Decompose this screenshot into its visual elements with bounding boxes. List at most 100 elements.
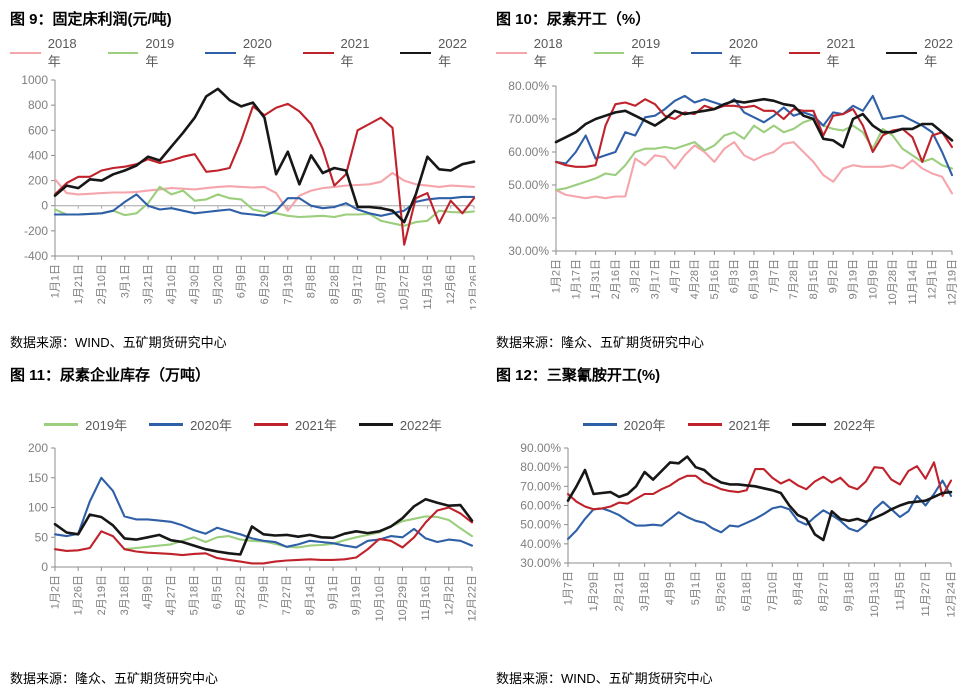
svg-text:80.00%: 80.00% (520, 460, 561, 474)
svg-text:4月27日: 4月27日 (165, 575, 177, 615)
svg-text:5月1日: 5月1日 (690, 571, 702, 605)
svg-text:5月26日: 5月26日 (716, 571, 728, 611)
legend-item: 2021年 (687, 415, 771, 434)
svg-text:12月22日: 12月22日 (467, 575, 477, 621)
svg-text:11月5日: 11月5日 (894, 571, 906, 611)
svg-text:9月19日: 9月19日 (351, 575, 363, 615)
svg-text:10月10日: 10月10日 (374, 575, 386, 621)
legend-line-swatch (593, 51, 625, 55)
legend-label: 2022年 (833, 418, 876, 433)
legend-item: 2022年 (358, 415, 442, 434)
legend-item: 2020年 (149, 415, 232, 434)
svg-text:3月2日: 3月2日 (630, 259, 642, 293)
svg-text:800: 800 (28, 98, 48, 112)
svg-text:6月5日: 6月5日 (212, 575, 224, 609)
svg-text:8月4日: 8月4日 (792, 571, 804, 605)
svg-text:9月2日: 9月2日 (828, 259, 840, 293)
svg-text:50: 50 (35, 530, 49, 544)
legend-label: 2019年 (145, 36, 175, 69)
legend-line-swatch (107, 51, 139, 55)
legend-label: 2020年 (190, 418, 232, 433)
line-chart-svg: 0 50 100 150 200 1月2日 1月26日 2月19日 3月18日 4月9日 4月27日… (28, 441, 477, 621)
svg-text:6月29日: 6月29日 (259, 264, 271, 304)
legend-line-swatch (149, 423, 184, 426)
svg-text:50.00%: 50.00% (520, 518, 561, 532)
svg-text:9月17日: 9月17日 (352, 264, 364, 304)
svg-text:4月30日: 4月30日 (189, 264, 201, 304)
svg-text:1月2日: 1月2日 (551, 259, 563, 293)
legend-line-swatch (400, 51, 432, 55)
svg-text:8月8日: 8月8日 (306, 264, 318, 298)
legend-line-swatch (205, 51, 236, 55)
svg-text:11月27日: 11月27日 (920, 571, 932, 617)
svg-text:1月1日: 1月1日 (50, 264, 62, 298)
legend-line-swatch (10, 51, 41, 55)
legend-label: 2020年 (623, 418, 666, 433)
svg-text:10月27日: 10月27日 (399, 264, 411, 310)
legend-line-swatch (496, 51, 527, 55)
data-source-note: 数据来源：隆众、五矿期货研究中心 (10, 671, 219, 686)
svg-text:3月18日: 3月18日 (639, 571, 651, 611)
svg-text:12月6日: 12月6日 (445, 264, 457, 304)
svg-text:6月9日: 6月9日 (236, 264, 248, 298)
svg-text:2月19日: 2月19日 (96, 575, 108, 615)
svg-text:5月16日: 5月16日 (709, 259, 721, 299)
legend-item: 2020年 (691, 36, 767, 70)
svg-text:30.00%: 30.00% (520, 556, 561, 570)
line-chart-svg: 30.00% 40.00% 50.00% 60.00% 70.00% 80.00% 90.0… (520, 441, 958, 617)
data-source-note: 数据来源：隆众、五矿期货研究中心 (496, 335, 705, 350)
legend-label: 2021年 (728, 418, 771, 433)
svg-text:2月21日: 2月21日 (614, 571, 626, 611)
svg-text:3月17日: 3月17日 (650, 259, 662, 299)
svg-text:9月1日: 9月1日 (328, 575, 340, 609)
chart-plot-area: -400 -200 0 200 400 600 800 1000 1月1日 1月21日 2月10日 3… (10, 70, 476, 332)
legend-item: 2018年 (10, 36, 86, 70)
legend-line-swatch (788, 51, 820, 55)
svg-text:3月21日: 3月21日 (143, 264, 155, 304)
svg-text:12月19日: 12月19日 (947, 259, 959, 305)
svg-text:6月18日: 6月18日 (741, 571, 753, 611)
svg-text:7月7日: 7月7日 (768, 259, 780, 293)
svg-text:400: 400 (28, 148, 48, 162)
svg-text:12月26日: 12月26日 (469, 264, 477, 310)
svg-text:1月29日: 1月29日 (588, 571, 600, 611)
svg-text:70.00%: 70.00% (520, 479, 561, 493)
svg-text:4月7日: 4月7日 (669, 259, 681, 293)
svg-text:10月7日: 10月7日 (375, 264, 387, 304)
legend-line-swatch (254, 423, 288, 426)
legend-label: 2018年 (47, 36, 77, 69)
legend-item: 2021年 (302, 36, 379, 70)
svg-text:60.00%: 60.00% (520, 499, 561, 513)
legend-item: 2020年 (582, 415, 666, 434)
svg-text:-200: -200 (24, 224, 48, 238)
chart-title: 图 10：尿素开工（%） (496, 11, 651, 28)
legend-line-swatch (792, 423, 827, 426)
legend-item: 2019年 (44, 415, 127, 434)
svg-text:12月24日: 12月24日 (946, 571, 958, 617)
legend-label: 2022年 (399, 418, 442, 433)
svg-text:3月1日: 3月1日 (119, 264, 131, 298)
legend-item: 2018年 (496, 36, 572, 70)
svg-text:4月28日: 4月28日 (689, 259, 701, 299)
svg-text:11月16日: 11月16日 (420, 575, 432, 621)
svg-text:1月7日: 1月7日 (563, 571, 575, 605)
chart-panel-fig9: 图 9：固定床利润(元/吨) 2018年 2019年 2020年 2021年 2022年… (0, 0, 486, 356)
legend-label: 2021年 (340, 36, 370, 69)
chart-title: 图 12：三聚氰胺开工(%) (496, 367, 661, 384)
legend-item: 2022年 (886, 36, 962, 70)
chart-panel-fig12: 图 12：三聚氰胺开工(%) 2020年 2021年 2022年 30.00% 40.… (486, 356, 972, 699)
svg-text:10月9日: 10月9日 (867, 259, 879, 299)
legend-line-swatch (44, 423, 79, 426)
svg-text:11月14日: 11月14日 (907, 259, 919, 305)
chart-title: 图 11：尿素企业库存（万吨） (10, 367, 211, 384)
svg-text:600: 600 (28, 123, 48, 137)
legend-label: 2020年 (242, 36, 272, 69)
legend-line-swatch (302, 51, 334, 55)
svg-text:5月20日: 5月20日 (212, 264, 224, 304)
svg-text:6月3日: 6月3日 (729, 259, 741, 293)
legend-label: 2022年 (924, 36, 954, 69)
legend-label: 2019年 (631, 36, 661, 69)
chart-title: 图 9：固定床利润(元/吨) (10, 11, 172, 28)
svg-text:2月16日: 2月16日 (610, 259, 622, 299)
legend-item: 2019年 (107, 36, 184, 70)
